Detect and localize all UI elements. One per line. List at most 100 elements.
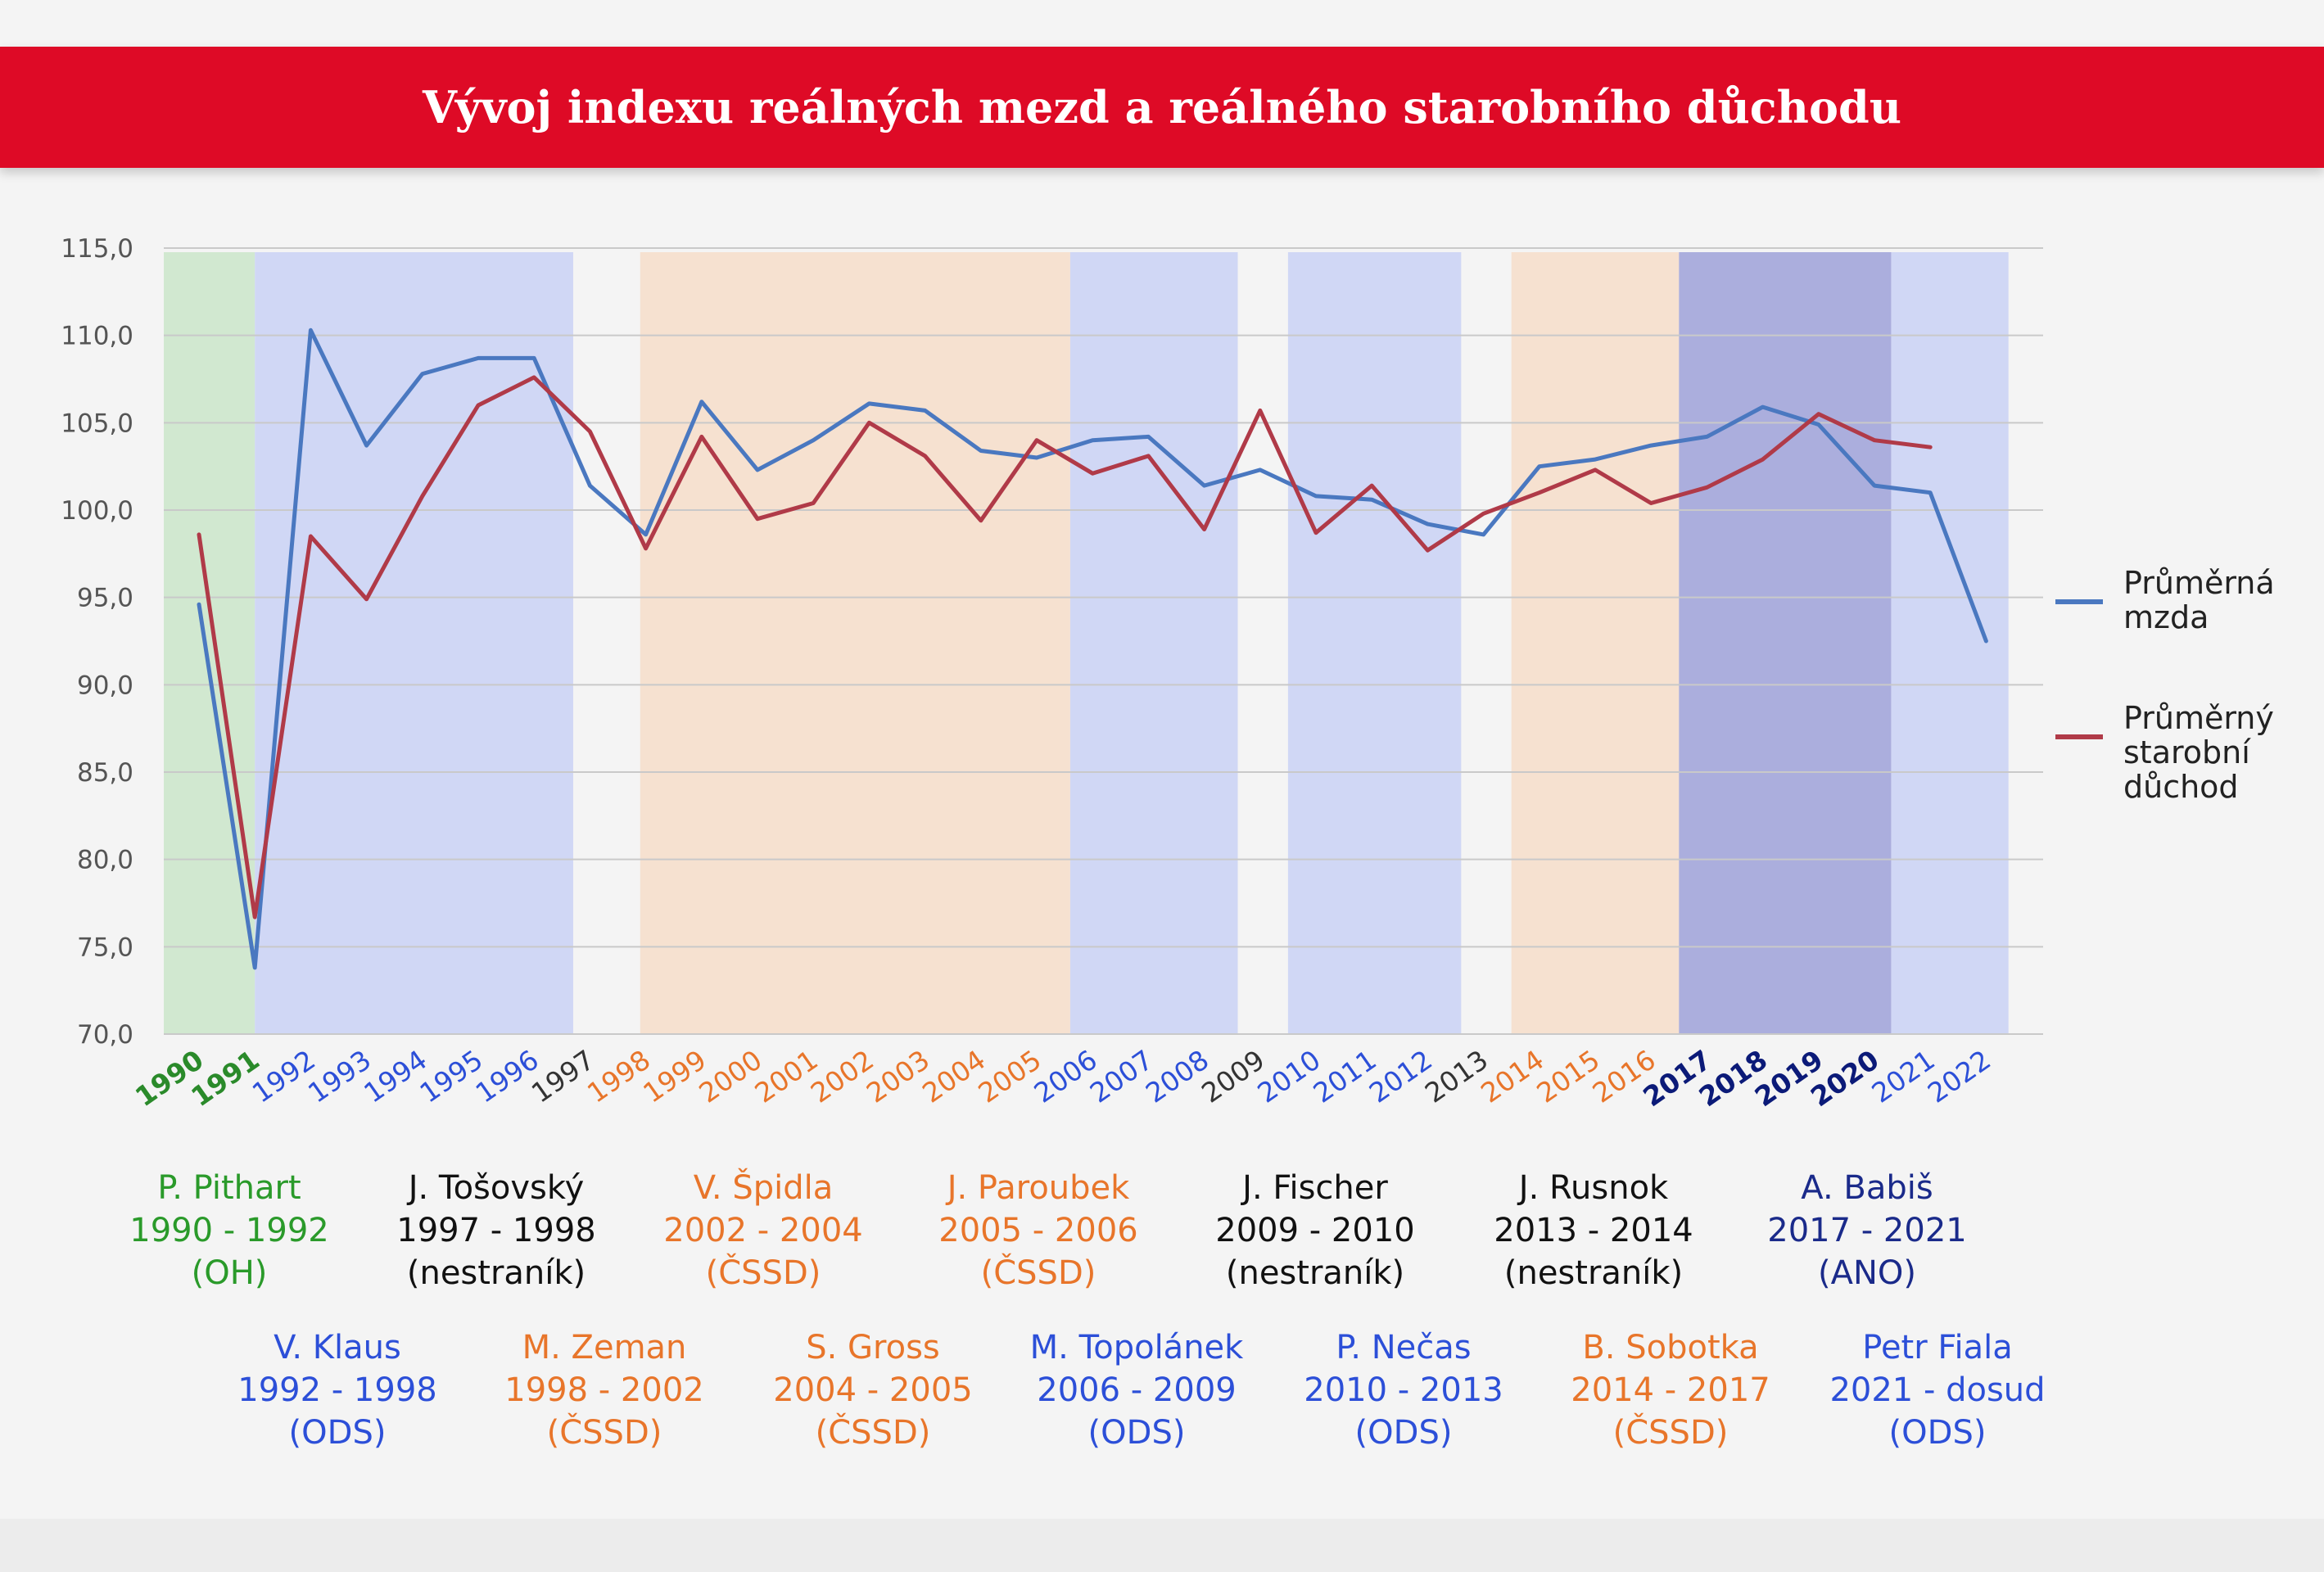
leader-name: P. Nečas <box>1336 1329 1472 1366</box>
leader-party: (ČSSD) <box>815 1414 931 1452</box>
x-tick-label: 2001 <box>749 1044 824 1109</box>
y-tick-label: 90,0 <box>77 671 133 700</box>
leader-period: 2002 - 2004 <box>663 1212 863 1249</box>
x-tick-label: 2002 <box>805 1044 879 1109</box>
series-line-pension <box>197 375 1933 919</box>
x-tick-label: 2009 <box>1196 1044 1270 1109</box>
x-tick-label: 2007 <box>1084 1044 1159 1109</box>
leader-name: J. Paroubek <box>947 1169 1130 1207</box>
leader-party: (nestraník) <box>406 1254 586 1292</box>
x-tick-label: 1992 <box>246 1044 321 1109</box>
x-tick-label: 2004 <box>916 1044 991 1109</box>
leader-period: 2021 - dosud <box>1829 1371 2046 1409</box>
y-tick-label: 95,0 <box>77 584 133 613</box>
series-line-wage <box>197 328 1988 970</box>
leader-label: P. Nečas 2010 - 2013 (ODS) <box>1248 1326 1559 1454</box>
leader-period: 1990 - 1992 <box>129 1212 329 1249</box>
leader-party: (ČSSD) <box>546 1414 662 1452</box>
x-tick-label: 2012 <box>1363 1044 1438 1109</box>
leader-name: M. Zeman <box>522 1329 687 1366</box>
leader-party: (ODS) <box>1354 1414 1453 1452</box>
x-tick-label: 1997 <box>526 1044 600 1109</box>
leader-name: V. Špidla <box>693 1169 834 1207</box>
government-band <box>1287 252 1462 1034</box>
leader-period: 2004 - 2005 <box>773 1371 973 1409</box>
legend-label-line: starobní <box>2123 734 2251 770</box>
leader-label: V. Klaus 1992 - 1998 (ODS) <box>182 1326 493 1454</box>
leader-label: V. Špidla 2002 - 2004 (ČSSD) <box>608 1167 919 1294</box>
x-tick-label: 1995 <box>414 1044 488 1109</box>
leader-party: (nestraník) <box>1225 1254 1405 1292</box>
leader-party: (ČSSD) <box>705 1254 821 1292</box>
leader-label: J. Fischer 2009 - 2010 (nestraník) <box>1160 1167 1471 1294</box>
x-tick-label: 1999 <box>637 1044 712 1109</box>
leader-label: S. Gross 2004 - 2005 (ČSSD) <box>717 1326 1029 1454</box>
y-tick-label: 115,0 <box>61 234 133 264</box>
x-tick-label: 2003 <box>861 1044 935 1109</box>
leader-period: 2013 - 2014 <box>1494 1212 1693 1249</box>
leader-name: S. Gross <box>806 1329 940 1366</box>
leader-name: J. Tošovský <box>408 1169 585 1207</box>
leader-name: A. Babiš <box>1801 1169 1933 1207</box>
leader-label: J. Tošovský 1997 - 1998 (nestraník) <box>341 1167 652 1294</box>
leader-period: 2010 - 2013 <box>1304 1371 1503 1409</box>
leader-party: (ANO) <box>1818 1254 1916 1292</box>
legend-label-line: Průměrná <box>2123 565 2275 601</box>
x-tick-label: 2008 <box>1140 1044 1214 1109</box>
government-band <box>1069 252 1238 1034</box>
leader-label: P. Pithart 1990 - 1992 (OH) <box>74 1167 385 1294</box>
leader-party: (ODS) <box>288 1414 387 1452</box>
leader-label: M. Zeman 1998 - 2002 (ČSSD) <box>449 1326 760 1454</box>
leader-label: M. Topolánek 2006 - 2009 (ODS) <box>981 1326 1292 1454</box>
x-tick-label: 1996 <box>470 1044 545 1109</box>
y-tick-label: 85,0 <box>77 758 133 788</box>
x-tick-label: 2010 <box>1251 1044 1326 1109</box>
x-tick-label: 2021 <box>1866 1044 1941 1109</box>
leader-label: A. Babiš 2017 - 2021 (ANO) <box>1711 1167 2023 1294</box>
leader-period: 1998 - 2002 <box>504 1371 704 1409</box>
legend-label-line: důchod <box>2123 769 2239 805</box>
leader-name: P. Pithart <box>157 1169 301 1207</box>
leader-party: (OH) <box>191 1254 268 1292</box>
leader-name: J. Rusnok <box>1518 1169 1669 1207</box>
leader-period: 2009 - 2010 <box>1215 1212 1415 1249</box>
x-tick-label: 1993 <box>302 1044 377 1109</box>
leader-party: (ČSSD) <box>1612 1414 1729 1452</box>
x-tick-label: 2011 <box>1308 1044 1382 1109</box>
leader-label: J. Paroubek 2005 - 2006 (ČSSD) <box>883 1167 1194 1294</box>
x-tick-label: 1998 <box>581 1044 656 1109</box>
y-tick-label: 75,0 <box>77 933 133 962</box>
legend-label-line: Průměrný <box>2123 700 2274 736</box>
leader-party: (ODS) <box>1888 1414 1987 1452</box>
leader-name: V. Klaus <box>274 1329 401 1366</box>
leader-period: 2005 - 2006 <box>938 1212 1138 1249</box>
x-tick-label: 2022 <box>1922 1044 1996 1109</box>
y-tick-label: 105,0 <box>61 409 133 438</box>
leader-label: B. Sobotka 2014 - 2017 (ČSSD) <box>1515 1326 1826 1454</box>
leader-label: J. Rusnok 2013 - 2014 (nestraník) <box>1438 1167 1749 1294</box>
leader-label: Petr Fiala 2021 - dosud (ODS) <box>1782 1326 2093 1454</box>
leader-name: B. Sobotka <box>1582 1329 1759 1366</box>
government-band <box>255 252 573 1034</box>
government-band <box>1511 252 1680 1034</box>
footer-shade <box>0 1519 2324 1572</box>
x-tick-label: 2005 <box>972 1044 1047 1109</box>
leader-name: Petr Fiala <box>1862 1329 2013 1366</box>
y-tick-label: 100,0 <box>61 496 133 526</box>
leader-period: 2006 - 2009 <box>1037 1371 1237 1409</box>
x-tick-label: 2000 <box>693 1044 767 1109</box>
y-tick-label: 110,0 <box>61 322 133 351</box>
x-tick-label: 1994 <box>358 1044 432 1109</box>
government-band <box>640 252 1070 1034</box>
x-tick-label: 2006 <box>1029 1044 1103 1109</box>
government-band <box>1679 252 1892 1034</box>
leader-period: 2017 - 2021 <box>1767 1212 1967 1249</box>
leader-party: (ČSSD) <box>980 1254 1096 1292</box>
y-tick-label: 80,0 <box>77 846 133 875</box>
legend-label: Průměrný starobní důchod <box>2123 700 2274 805</box>
y-tick-label: 70,0 <box>77 1020 133 1050</box>
leader-period: 1997 - 1998 <box>396 1212 596 1249</box>
leader-period: 2014 - 2017 <box>1571 1371 1770 1409</box>
leader-name: J. Fischer <box>1242 1169 1388 1207</box>
